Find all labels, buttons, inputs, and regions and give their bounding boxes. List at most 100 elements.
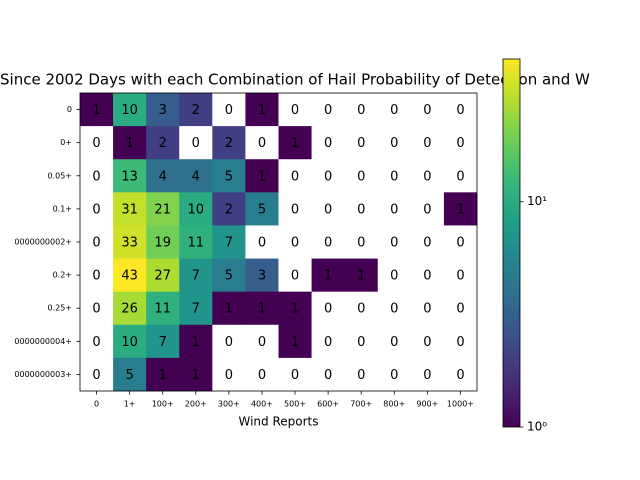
cell-label: 0 <box>291 103 299 118</box>
cell-label: 0 <box>357 202 365 217</box>
x-tick-label: 0 <box>94 400 99 409</box>
cell <box>410 357 445 392</box>
cell <box>443 324 478 359</box>
cell-label: 0 <box>390 169 398 184</box>
cell <box>80 126 114 160</box>
cell <box>212 291 246 326</box>
cell-label: 21 <box>154 202 171 217</box>
colorbar <box>502 58 521 428</box>
cell <box>344 159 379 193</box>
cell-label: 0 <box>291 236 299 251</box>
cell <box>80 225 114 259</box>
cell-label: 10 <box>188 202 205 217</box>
cell <box>245 291 279 326</box>
cell <box>344 258 379 292</box>
cell <box>80 258 114 292</box>
cell-label: 0 <box>357 136 365 151</box>
cell <box>443 357 478 392</box>
cell-label: 13 <box>121 169 138 184</box>
cell <box>146 324 180 359</box>
cell-label: 0 <box>423 202 431 217</box>
x-tick-label: 600+ <box>317 400 339 409</box>
cell-label: 0 <box>92 269 100 284</box>
cell <box>245 93 279 127</box>
cell <box>311 159 345 193</box>
cell <box>410 159 445 193</box>
cell-label: 0 <box>92 202 100 217</box>
x-tick-label: 400+ <box>251 400 273 409</box>
cell <box>410 225 445 259</box>
cell-label: 0 <box>92 335 100 350</box>
cell-label: 0 <box>456 136 464 151</box>
cell-label: 0 <box>423 136 431 151</box>
cell <box>113 258 147 292</box>
cell-label: 0 <box>324 368 332 383</box>
cell <box>311 126 345 160</box>
cell-label: 0 <box>456 302 464 317</box>
cell <box>212 159 246 193</box>
cell-label: 0 <box>390 335 398 350</box>
cell-label: 0 <box>291 368 299 383</box>
cell <box>146 357 180 392</box>
cell-label: 0 <box>258 136 266 151</box>
cell <box>80 324 114 359</box>
cell <box>212 258 246 292</box>
cell-label: 3 <box>159 103 167 118</box>
cell <box>278 93 312 127</box>
cell-label: 27 <box>154 269 171 284</box>
cell-label: 10 <box>121 103 138 118</box>
cell <box>212 324 246 359</box>
cell-label: 0 <box>357 368 365 383</box>
cell <box>179 93 213 127</box>
cell <box>311 93 345 127</box>
cell <box>146 93 180 127</box>
y-tick-label: 0.1+ <box>53 204 72 213</box>
cell-label: 0 <box>324 236 332 251</box>
cell <box>80 159 114 193</box>
cell-label: 0 <box>258 335 266 350</box>
cell-label: 5 <box>225 269 233 284</box>
cell-label: 0 <box>324 136 332 151</box>
cell-label: 1 <box>92 103 100 118</box>
cell-label: 0 <box>225 335 233 350</box>
colorbar-tick-label: 10¹ <box>527 194 547 208</box>
x-tick-label: 500+ <box>284 400 306 409</box>
cell <box>278 258 312 292</box>
cell <box>179 159 213 193</box>
cell-label: 1 <box>159 368 167 383</box>
cell <box>311 225 345 259</box>
cell <box>443 159 478 193</box>
cell <box>410 291 445 326</box>
cell-label: 0 <box>258 236 266 251</box>
cell <box>179 357 213 392</box>
cell <box>311 324 345 359</box>
cell <box>212 225 246 259</box>
cell <box>311 258 345 292</box>
cell <box>344 291 379 326</box>
cell-label: 33 <box>121 236 138 251</box>
x-tick-label: 800+ <box>383 400 405 409</box>
cell-label: 0 <box>423 169 431 184</box>
cell <box>278 225 312 259</box>
cell-label: 1 <box>291 302 299 317</box>
cell <box>311 291 345 326</box>
cell-label: 0 <box>357 335 365 350</box>
cell <box>410 324 445 359</box>
cell <box>410 93 445 127</box>
x-tick-label: 100+ <box>152 400 174 409</box>
cell <box>278 291 312 326</box>
cell-label: 11 <box>154 302 171 317</box>
cell <box>245 126 279 160</box>
cell-label: 0 <box>390 368 398 383</box>
y-tick-label: 0000000003+ <box>14 370 72 379</box>
cell-label: 11 <box>188 236 205 251</box>
cell-label: 1 <box>324 269 332 284</box>
cell-label: 1 <box>258 103 266 118</box>
cell-label: 26 <box>121 302 138 317</box>
cell <box>80 357 114 392</box>
cell <box>113 291 147 326</box>
y-tick-label: 0000000002+ <box>14 238 72 247</box>
cell-label: 0 <box>456 335 464 350</box>
cell <box>443 258 478 292</box>
cell <box>410 192 445 226</box>
